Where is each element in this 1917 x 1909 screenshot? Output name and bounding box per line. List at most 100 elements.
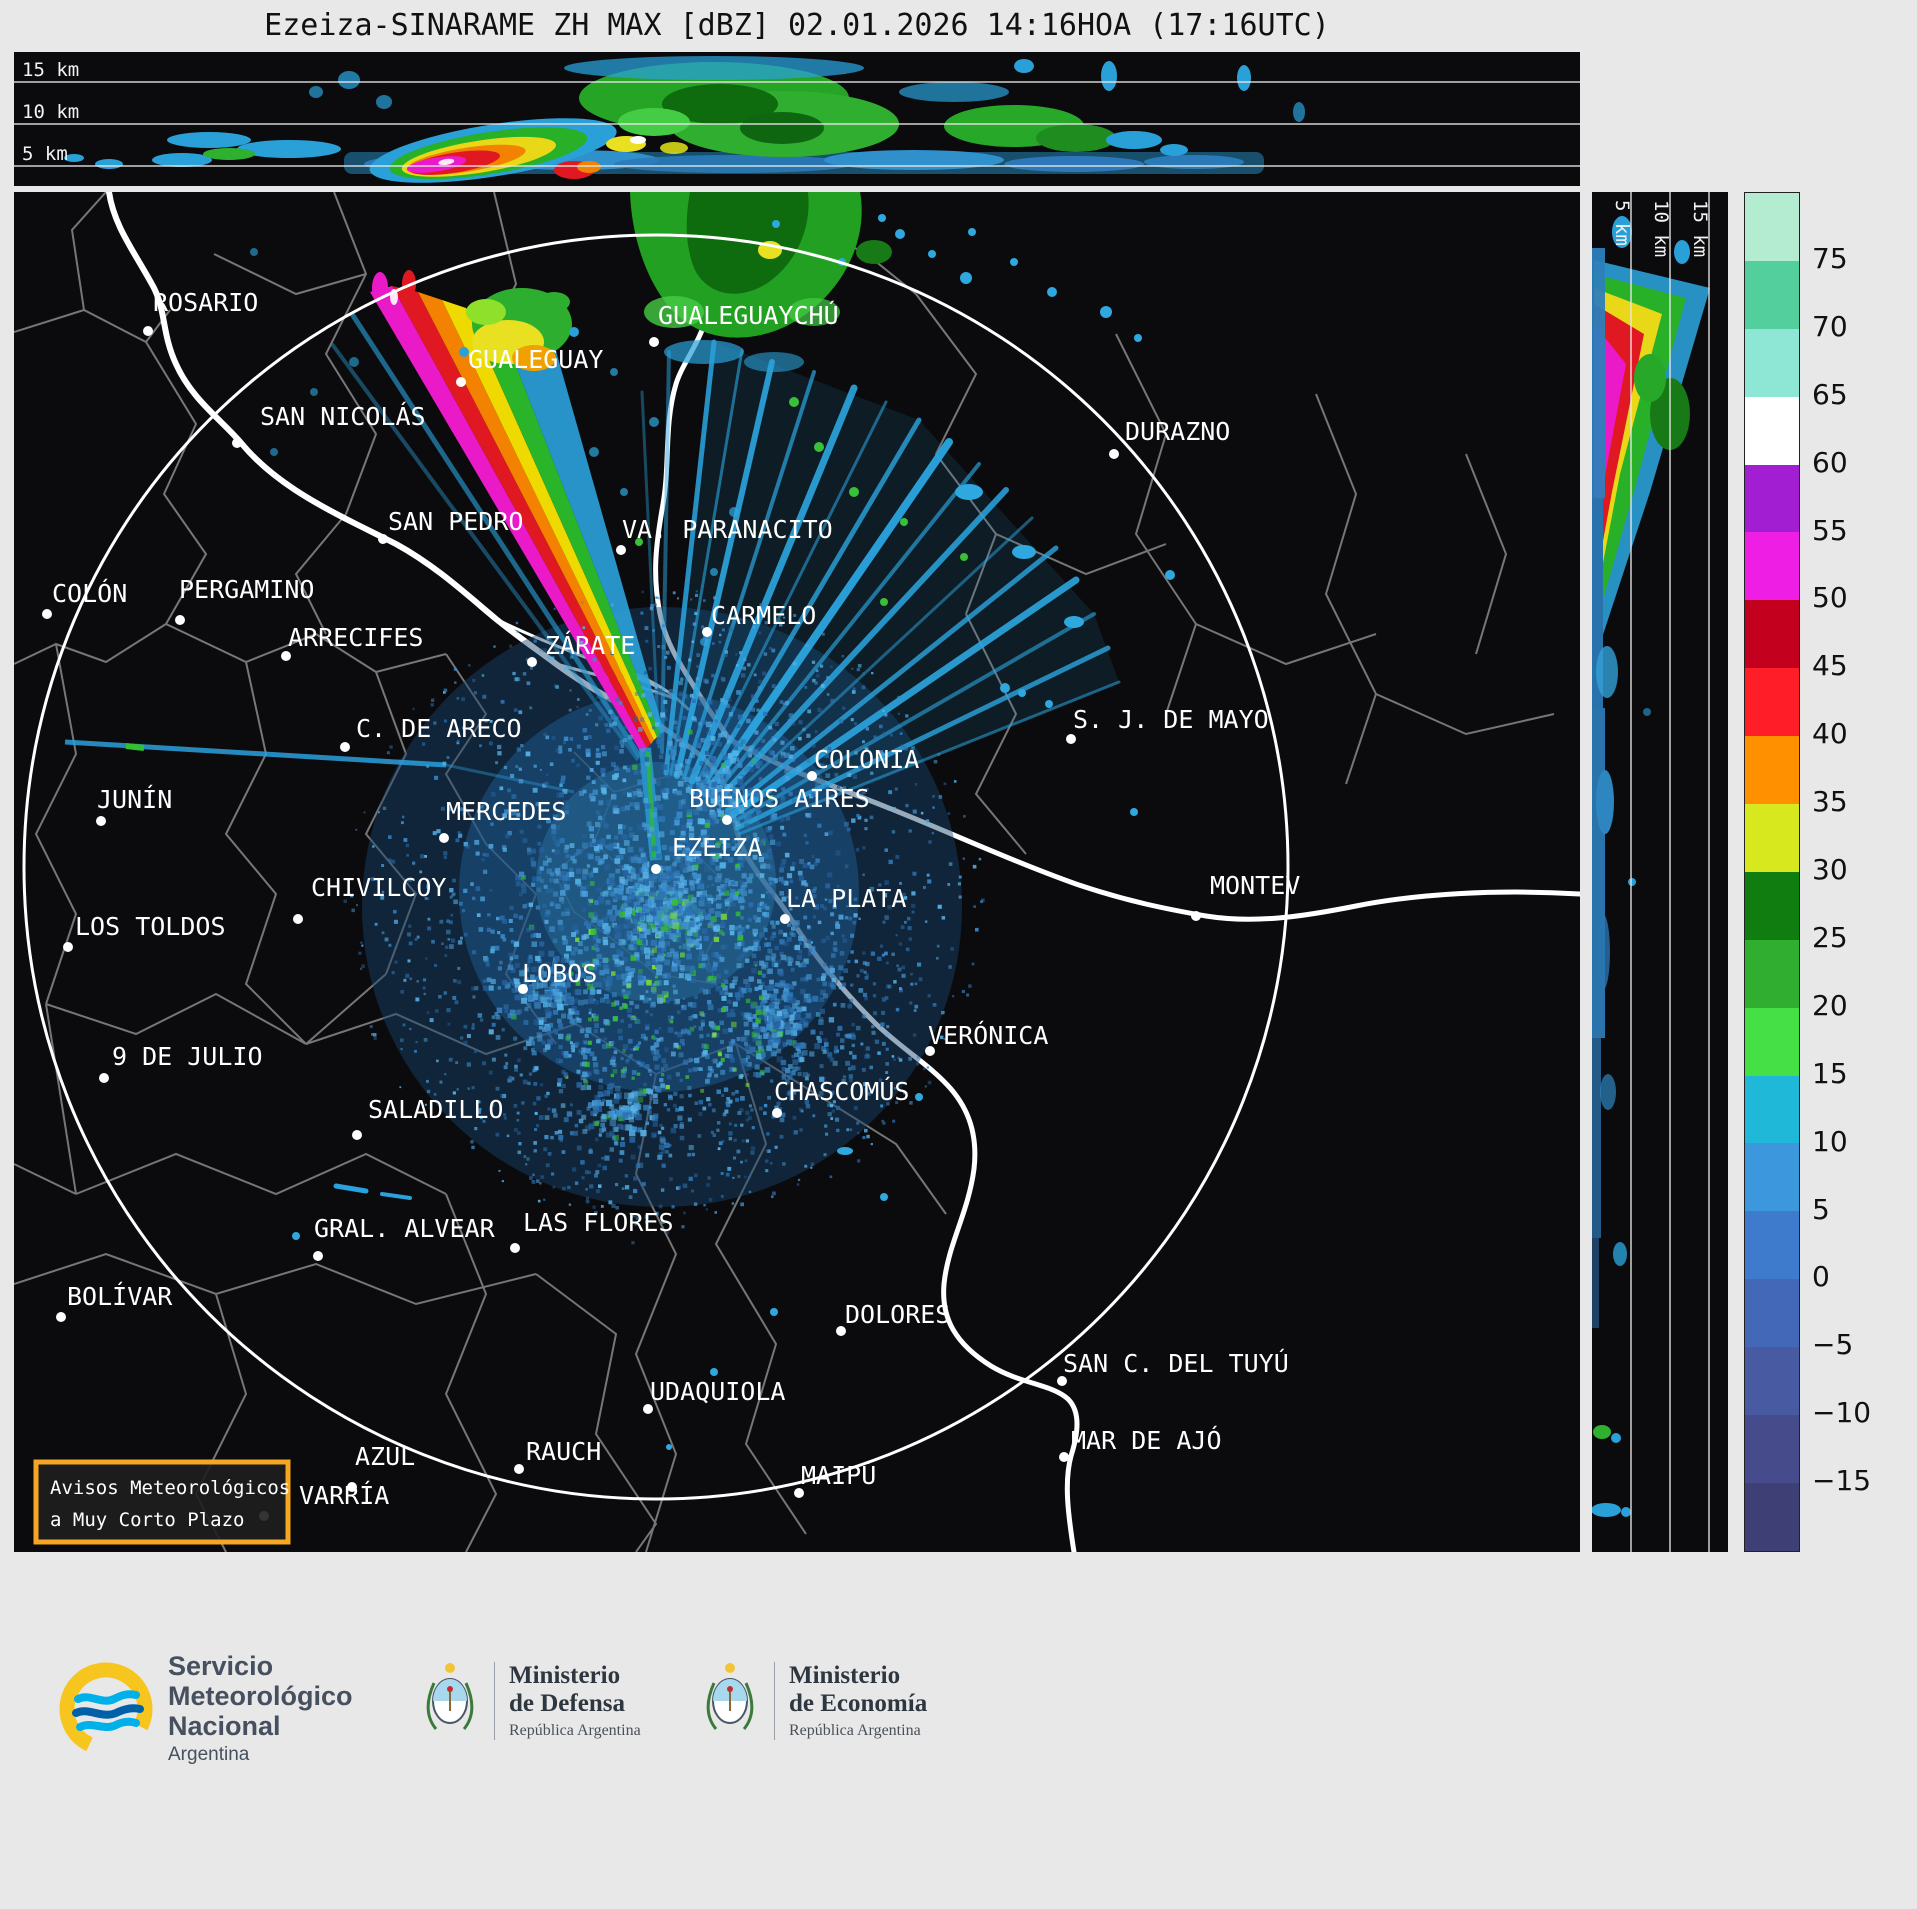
city-label: MAIPÚ (801, 1460, 876, 1490)
advisory-line-2: a Muy Corto Plazo (50, 1509, 244, 1531)
colorbar-segment (1745, 396, 1799, 465)
colorbar-segment (1745, 1007, 1799, 1076)
city-marker (643, 1404, 653, 1414)
city-marker (281, 651, 291, 661)
ministry-name-line: de Economía (789, 1690, 928, 1717)
colorbar-segment (1745, 1143, 1799, 1212)
city-label: VA. PARANACITO (622, 515, 833, 544)
city-marker (96, 816, 106, 826)
city-marker (649, 337, 659, 347)
sw-dashes (333, 1183, 412, 1200)
west-ray (64, 739, 575, 794)
city-marker (651, 864, 661, 874)
city-label: LOBOS (522, 959, 597, 988)
colorbar-segment (1745, 1347, 1799, 1416)
city-label: ARRECIFES (288, 623, 423, 652)
city-label: COLÓN (52, 578, 127, 608)
city-marker (836, 1326, 846, 1336)
green-echo-dots (635, 397, 968, 606)
ministry-name-line: Ministerio (509, 1662, 621, 1689)
city-marker (722, 815, 732, 825)
city-marker (616, 545, 626, 555)
colorbar-tick-label: 60 (1812, 445, 1848, 479)
city-marker (456, 377, 466, 387)
city-label: LAS FLORES (523, 1208, 674, 1237)
colorbar-tick-label: 65 (1812, 377, 1848, 411)
colorbar-segment (1745, 1279, 1799, 1348)
city-label: C. DE ARECO (356, 714, 522, 743)
colorbar-segment (1745, 736, 1799, 805)
city-label: DOLORES (845, 1300, 950, 1329)
city-label: EZEIZA (672, 833, 762, 862)
city-label: VERÓNICA (928, 1020, 1048, 1050)
smn-country: Argentina (168, 1744, 250, 1765)
city-marker (378, 534, 388, 544)
city-label: JUNÍN (97, 785, 172, 814)
dbz-colorbar (1744, 192, 1800, 1552)
city-marker (347, 1482, 357, 1492)
advisory-line-1: Avisos Meteorológicos (50, 1477, 290, 1499)
height-label-5km: 5 km (22, 143, 68, 165)
colorbar-tick-label: 35 (1812, 785, 1848, 819)
colorbar-tick-label: 70 (1812, 309, 1848, 343)
colorbar-tick-label: −10 (1812, 1396, 1872, 1430)
range-ring (22, 233, 1290, 1501)
right-cross-section-plot: 5 km 10 km 15 km (1591, 192, 1728, 1552)
city-markers: ROSARIO GUALEGUAYCHÚ GUALEGUAY SAN NICOLÁS D… (42, 288, 1300, 1521)
city-marker (352, 1130, 362, 1140)
radar-map-panel: ROSARIO GUALEGUAYCHÚ GUALEGUAY SAN NICOLÁS D… (13, 189, 1583, 1555)
city-marker (780, 914, 790, 924)
city-label: MERCEDES (446, 797, 566, 826)
city-marker (143, 326, 153, 336)
city-marker (925, 1046, 935, 1056)
footer-logos: Servicio Meteorológico Nacional Argentin… (0, 1645, 1917, 1845)
city-label: CARMELO (711, 601, 816, 630)
colorbar-segment (1745, 464, 1799, 533)
city-marker (527, 657, 537, 667)
ministerio-economia-logo-block: Ministerio de Economía República Argenti… (700, 1659, 927, 1743)
city-marker (1066, 734, 1076, 744)
height-label-15km: 15 km (22, 59, 79, 81)
colorbar-tick-label: 10 (1812, 1124, 1848, 1158)
city-label: SAN NICOLÁS (260, 402, 426, 431)
city-label: BOLÍVAR (67, 1282, 173, 1311)
city-marker (702, 627, 712, 637)
argentina-coat-of-arms-icon (426, 1663, 474, 1730)
city-marker (807, 771, 817, 781)
ministerio-defensa-logo-block: Ministerio de Defensa República Argentin… (420, 1659, 641, 1743)
city-marker (56, 1312, 66, 1322)
ne-ray-fan (640, 339, 1121, 836)
smn-name-line: Servicio (168, 1651, 274, 1681)
city-label: ROSARIO (153, 288, 258, 317)
ministry-subtitle: República Argentina (509, 1722, 641, 1739)
city-marker (340, 742, 350, 752)
height-label-10km: 10 km (22, 101, 79, 123)
city-label: LA PLATA (786, 884, 906, 913)
city-label: SALADILLO (368, 1095, 503, 1124)
colorbar-tick-label: 0 (1812, 1260, 1830, 1294)
smn-name-line: Meteorológico (168, 1681, 353, 1711)
smn-logo-block: Servicio Meteorológico Nacional Argentin… (58, 1651, 353, 1766)
page-title: Ezeiza-SINARAME ZH MAX [dBZ] 02.01.2026 … (264, 8, 1330, 43)
colorbar-segment (1745, 804, 1799, 872)
city-label: GRAL. ALVEAR (314, 1214, 496, 1243)
ministry-name-line: Ministerio (789, 1662, 901, 1689)
height-label-15km: 15 km (1689, 200, 1711, 257)
city-label: GUALEGUAYCHÚ (658, 300, 839, 330)
colorbar-tick-label: 40 (1812, 717, 1848, 751)
colorbar-segment (1745, 193, 1799, 261)
city-marker (518, 984, 528, 994)
city-label: UDAQUIOLA (650, 1377, 785, 1406)
colorbar-segment (1745, 1482, 1799, 1551)
city-marker (514, 1464, 524, 1474)
colorbar-tick-label: 55 (1812, 513, 1848, 547)
city-label: 9 DE JULIO (112, 1042, 263, 1071)
city-marker (42, 609, 52, 619)
colorbar-tick-label: −15 (1812, 1464, 1872, 1498)
city-marker (439, 833, 449, 843)
city-marker (232, 438, 242, 448)
city-marker (293, 914, 303, 924)
height-gridlines (14, 81, 1580, 167)
city-marker (772, 1108, 782, 1118)
colorbar-segment (1745, 871, 1799, 940)
